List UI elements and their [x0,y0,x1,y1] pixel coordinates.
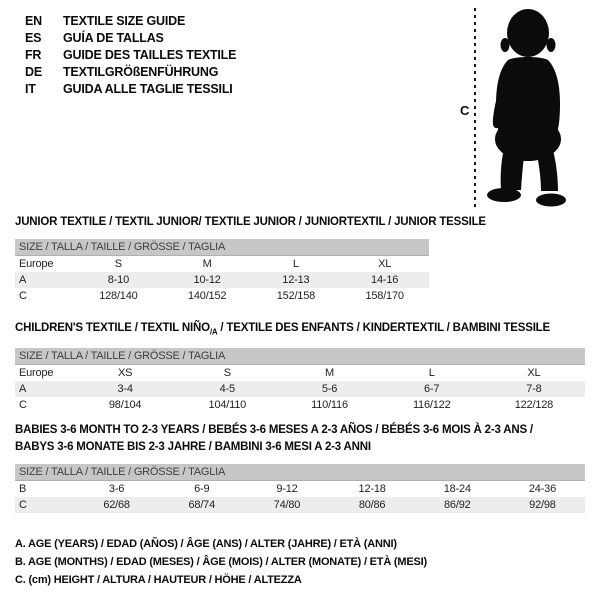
babies-textile-table: BABIES 3-6 MONTH TO 2-3 YEARS / BEBÉS 3-… [15,422,585,513]
junior-table-title: JUNIOR TEXTILE / TEXTIL JUNIOR/ TEXTILE … [15,216,486,228]
height-measure-figure: C [440,0,600,215]
row-label: C [19,499,27,511]
size-cell: XL [378,258,392,270]
size-cell: 104/110 [208,399,247,412]
row-label: Europe [19,367,54,380]
height-dashed-line [474,8,476,208]
language-row: IT GUIDA ALLE TAGLIE TESSILI [25,81,236,98]
size-header-bar: SIZE / TALLA / TAILLE / GRÖSSE / TAGLIA [15,348,585,366]
title-text: CHILDREN'S TEXTILE / TEXTIL NIÑO [15,322,210,334]
childrens-textile-table: CHILDREN'S TEXTILE / TEXTIL NIÑO/A / TEX… [15,320,585,413]
size-cell: 4-5 [219,383,236,396]
size-cell: L [428,367,435,380]
size-cell: XS [117,367,133,380]
size-cell: 9-12 [276,483,298,495]
size-cell: M [202,258,212,270]
language-list: EN TEXTILE SIZE GUIDE ES GUÍA DE TALLAS … [25,13,236,98]
height-measure-label: C [460,103,470,118]
size-cell: M [325,367,334,380]
row-label: B [19,483,27,495]
size-cell: 12-18 [358,483,386,495]
size-cell: 140/152 [187,290,227,302]
size-cell: 68/74 [188,499,216,511]
size-cell: 62/68 [103,499,130,511]
language-code: ES [25,31,42,45]
size-header-bar: SIZE / TALLA / TAILLE / GRÖSSE / TAGLIA [15,464,585,481]
size-cell: 92/98 [529,499,556,511]
table-row: Europe XS S M L XL [15,365,585,381]
baby-silhouette-icon [487,9,566,207]
row-label: C [19,290,27,302]
size-cell: 6-7 [424,383,440,396]
language-label: TEXTILE SIZE GUIDE [63,14,186,28]
footnote-c: C. (cm) HEIGHT / ALTURA / HAUTEUR / HÖHE… [15,574,302,586]
size-cell: 116/122 [412,399,451,412]
language-code: IT [25,82,36,96]
language-label: GUÍA DE TALLAS [63,31,164,45]
size-cell: 3-4 [117,383,133,396]
footnote-a: A. AGE (YEARS) / EDAD (AÑOS) / ÂGE (ANS)… [15,538,397,550]
table-row: A 8-10 10-12 12-13 14-16 [15,272,429,288]
size-cell: 86/92 [444,499,471,511]
footnote-b: B. AGE (MONTHS) / EDAD (MESES) / ÂGE (MO… [15,556,427,568]
babies-table-title: BABIES 3-6 MONTH TO 2-3 YEARS / BEBÉS 3-… [15,422,585,456]
language-label: GUIDE DES TAILLES TEXTILE [63,48,237,62]
size-cell: 12-13 [282,274,310,286]
size-cell: 128/140 [99,290,138,302]
language-label: GUIDA ALLE TAGLIE TESSILI [63,82,233,96]
size-cell: 74/80 [273,499,301,511]
row-label: C [19,399,27,412]
row-label: A [19,274,27,286]
row-label: A [19,383,27,396]
language-code: EN [25,14,42,28]
table-row: A 3-4 4-5 5-6 6-7 7-8 [15,381,585,398]
size-cell: 3-6 [108,483,125,495]
table-row: C 98/104 104/110 110/116 116/122 122/128 [15,397,585,413]
table-row: Europe S M L XL [15,256,429,272]
size-cell: XL [527,367,541,380]
table-row: C 128/140 140/152 152/158 158/170 [15,288,429,304]
size-cell: S [114,258,122,270]
size-cell: 122/128 [514,399,554,412]
language-row: DE TEXTILGRÖßENFÜHRUNG [25,64,236,81]
size-cell: 10-12 [193,274,221,286]
size-cell: 152/158 [276,290,316,302]
title-line-1: BABIES 3-6 MONTH TO 2-3 YEARS / BEBÉS 3-… [15,424,533,436]
junior-textile-table: JUNIOR TEXTILE / TEXTIL JUNIOR/ TEXTILE … [15,214,486,304]
language-row: EN TEXTILE SIZE GUIDE [25,13,236,30]
language-code: FR [25,48,42,62]
size-cell: 80/86 [358,499,386,511]
language-code: DE [25,65,42,79]
size-cell: 24-36 [528,483,557,495]
table-row: B 3-6 6-9 9-12 12-18 18-24 24-36 [15,481,585,497]
size-header-bar: SIZE / TALLA / TAILLE / GRÖSSE / TAGLIA [15,239,429,256]
size-cell: 18-24 [443,483,471,495]
title-line-2: BABYS 3-6 MONATE BIS 2-3 JAHRE / BAMBINI… [15,441,371,453]
title-text: / TEXTILE DES ENFANTS / KINDERTEXTIL / B… [217,322,550,334]
size-cell: 110/116 [311,399,348,412]
size-cell: 5-6 [321,383,338,396]
row-label: Europe [19,258,54,270]
size-cell: 14-16 [371,274,399,286]
language-row: FR GUIDE DES TAILLES TEXTILE [25,47,236,64]
title-subscript: /A [209,327,218,337]
language-label: TEXTILGRÖßENFÜHRUNG [63,65,219,79]
size-cell: S [223,367,231,380]
size-cell: 98/104 [108,399,142,412]
language-row: ES GUÍA DE TALLAS [25,30,236,47]
footnote-legend: A. AGE (YEARS) / EDAD (AÑOS) / ÂGE (ANS)… [15,535,427,589]
size-cell: 158/170 [365,290,404,302]
size-cell: L [292,258,299,270]
size-cell: 7-8 [526,383,542,396]
childrens-table-title: CHILDREN'S TEXTILE / TEXTIL NIÑO/A / TEX… [15,320,585,340]
size-cell: 8-10 [107,274,129,286]
size-cell: 6-9 [194,483,210,495]
table-row: C 62/68 68/74 74/80 80/86 86/92 92/98 [15,497,585,513]
